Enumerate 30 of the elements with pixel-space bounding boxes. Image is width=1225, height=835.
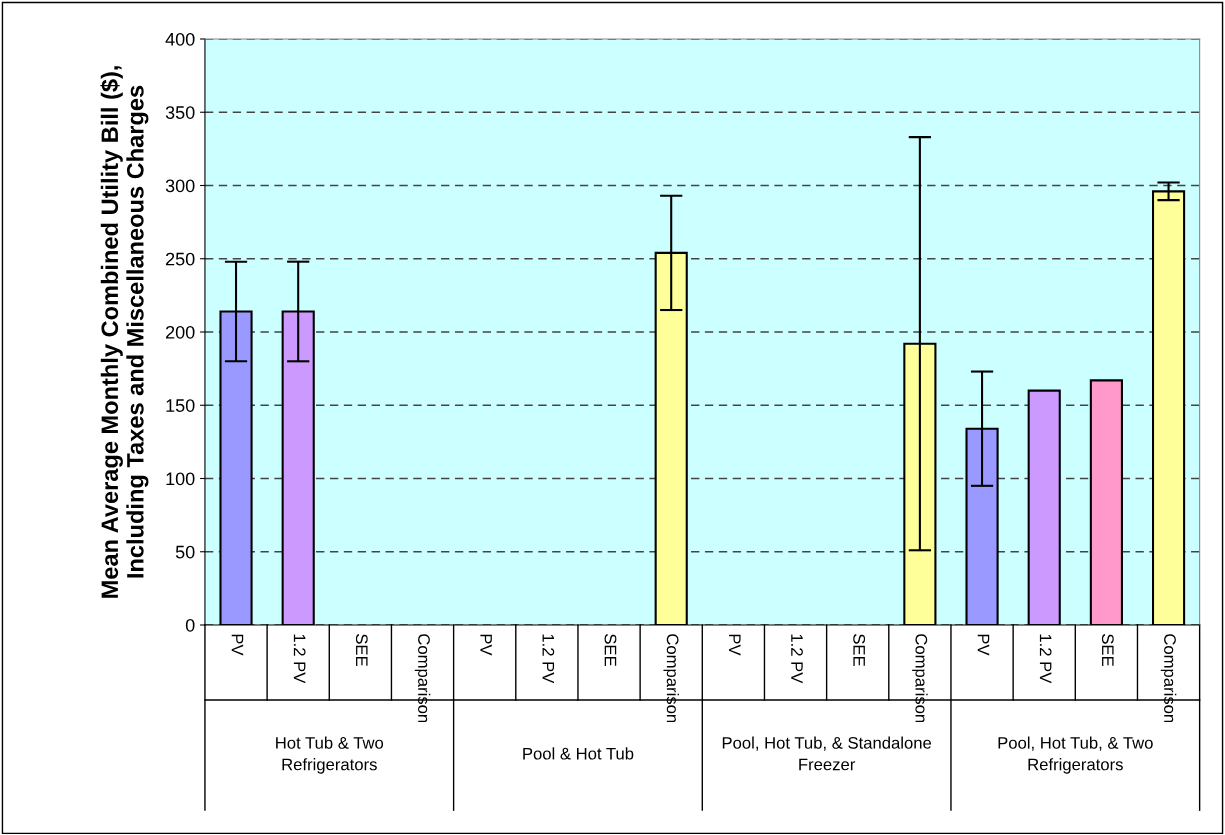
x-tick-label: Comparison — [912, 634, 928, 723]
y-tick-label: 350 — [165, 106, 195, 119]
x-tick-label: SEE — [604, 634, 617, 666]
y-tick-label: 400 — [165, 32, 195, 46]
x-tick-label: Comparison — [1160, 634, 1177, 723]
text: Pool, Hot Tub, & Standalone Freezer — [722, 736, 932, 771]
y-tick-label: 0 — [185, 618, 195, 632]
text: Hot Tub & Two Refrigerators — [276, 736, 384, 774]
x-tick-label: PV — [977, 634, 990, 656]
x-tick-label: SEE — [355, 634, 368, 666]
y-tick-label: 300 — [165, 179, 195, 193]
x-tick-label: 1.2 PV — [791, 634, 803, 684]
x-tick-label: PV — [480, 634, 492, 656]
x-tick-label: SEE — [1101, 634, 1114, 666]
y-tick-label: 150 — [166, 399, 195, 412]
x-tick-label: SEE — [853, 634, 866, 666]
x-tick-label: PV — [231, 634, 244, 656]
y-axis-title: Mean Average Monthly Combined Utility Bill ($), Including Taxes and Miscellaneous Charges — [100, 66, 149, 598]
x-tick-label: Comparison — [663, 634, 679, 723]
x-tick-label: 1.2 PV — [542, 634, 555, 684]
text: Pool, Hot Tub, & Two Refrigerators — [998, 736, 1153, 774]
x-tick-label: 1.2 PV — [1039, 634, 1052, 684]
text: Pool & Hot Tub — [523, 747, 634, 760]
x-tick-label: Comparison — [414, 634, 431, 723]
x-tick-label: PV — [729, 634, 741, 656]
y-tick-label: 250 — [166, 252, 195, 266]
x-tick-label: 1.2 PV — [293, 634, 306, 684]
y-tick-label: 200 — [166, 325, 195, 339]
y-tick-label: 50 — [175, 545, 195, 559]
y-tick-label: 100 — [166, 472, 195, 486]
